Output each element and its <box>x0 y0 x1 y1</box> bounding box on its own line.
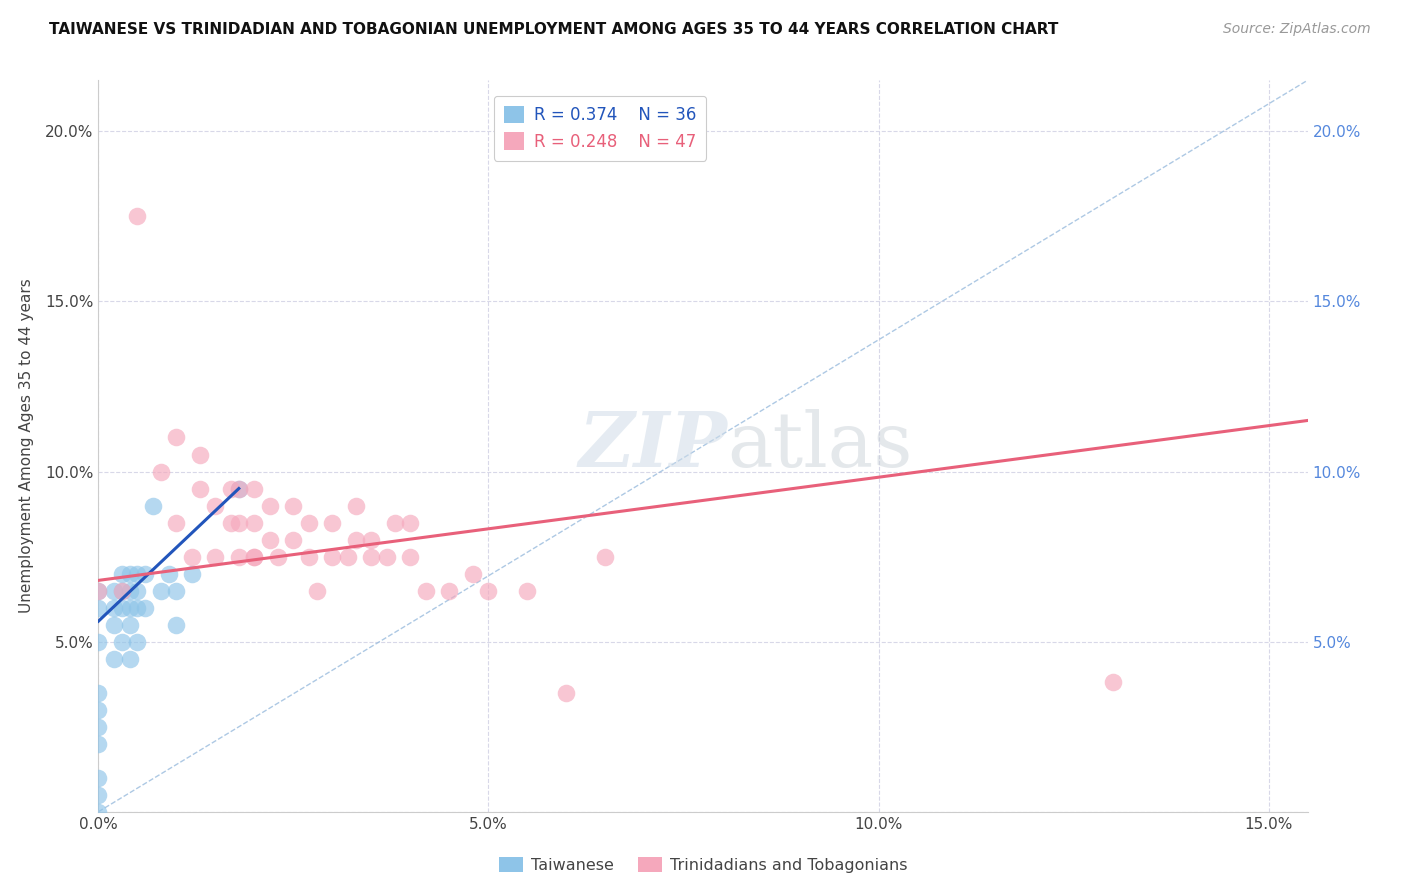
Point <box>87 703 110 717</box>
Point <box>165 430 187 444</box>
Point <box>103 651 125 665</box>
Point <box>149 583 172 598</box>
Point <box>305 583 328 598</box>
Point <box>111 583 134 598</box>
Point <box>219 482 242 496</box>
Legend: R = 0.374    N = 36, R = 0.248    N = 47: R = 0.374 N = 36, R = 0.248 N = 47 <box>494 96 706 161</box>
Point <box>87 771 110 785</box>
Point <box>595 549 617 564</box>
Point <box>204 499 226 513</box>
Point <box>103 600 125 615</box>
Point <box>181 566 204 581</box>
Point <box>461 566 484 581</box>
Point <box>243 549 266 564</box>
Point <box>118 566 141 581</box>
Point <box>165 617 187 632</box>
Point <box>87 600 110 615</box>
Point <box>188 482 211 496</box>
Point <box>516 583 538 598</box>
Point <box>103 583 125 598</box>
Point <box>87 737 110 751</box>
Point <box>204 549 226 564</box>
Point <box>267 549 290 564</box>
Point <box>149 465 172 479</box>
Point <box>259 533 281 547</box>
Text: Source: ZipAtlas.com: Source: ZipAtlas.com <box>1223 22 1371 37</box>
Point <box>360 549 382 564</box>
Point <box>118 600 141 615</box>
Point <box>219 516 242 530</box>
Point <box>142 499 165 513</box>
Point <box>165 516 187 530</box>
Point <box>181 549 204 564</box>
Point <box>415 583 437 598</box>
Point <box>283 533 305 547</box>
Point <box>298 516 321 530</box>
Point <box>127 583 149 598</box>
Point <box>439 583 461 598</box>
Point <box>384 516 406 530</box>
Point <box>103 617 125 632</box>
Legend: Taiwanese, Trinidadians and Tobagonians: Taiwanese, Trinidadians and Tobagonians <box>492 851 914 880</box>
Point <box>118 583 141 598</box>
Point <box>87 634 110 648</box>
Point <box>337 549 360 564</box>
Point <box>1101 675 1123 690</box>
Point <box>344 499 367 513</box>
Point <box>228 516 250 530</box>
Point <box>87 583 110 598</box>
Point <box>87 686 110 700</box>
Point <box>127 634 149 648</box>
Point <box>111 634 134 648</box>
Point <box>228 482 250 496</box>
Point <box>87 788 110 802</box>
Point <box>118 617 141 632</box>
Point <box>399 549 422 564</box>
Point <box>375 549 398 564</box>
Point <box>477 583 499 598</box>
Point <box>118 651 141 665</box>
Point <box>111 583 134 598</box>
Point <box>228 482 250 496</box>
Point <box>87 805 110 819</box>
Point <box>360 533 382 547</box>
Point <box>87 583 110 598</box>
Point <box>243 482 266 496</box>
Point <box>127 210 149 224</box>
Point <box>344 533 367 547</box>
Point <box>259 499 281 513</box>
Text: atlas: atlas <box>727 409 912 483</box>
Text: ZIP: ZIP <box>578 409 727 483</box>
Point <box>298 549 321 564</box>
Point <box>188 448 211 462</box>
Point <box>134 600 156 615</box>
Point <box>134 566 156 581</box>
Point <box>243 516 266 530</box>
Point <box>321 549 343 564</box>
Point <box>111 600 134 615</box>
Point <box>243 549 266 564</box>
Point <box>87 720 110 734</box>
Point <box>555 686 578 700</box>
Point <box>283 499 305 513</box>
Point <box>111 566 134 581</box>
Point <box>228 549 250 564</box>
Point <box>165 583 187 598</box>
Point <box>127 600 149 615</box>
Text: TAIWANESE VS TRINIDADIAN AND TOBAGONIAN UNEMPLOYMENT AMONG AGES 35 TO 44 YEARS C: TAIWANESE VS TRINIDADIAN AND TOBAGONIAN … <box>49 22 1059 37</box>
Y-axis label: Unemployment Among Ages 35 to 44 years: Unemployment Among Ages 35 to 44 years <box>20 278 34 614</box>
Point <box>321 516 343 530</box>
Point <box>127 566 149 581</box>
Point <box>157 566 180 581</box>
Point <box>399 516 422 530</box>
